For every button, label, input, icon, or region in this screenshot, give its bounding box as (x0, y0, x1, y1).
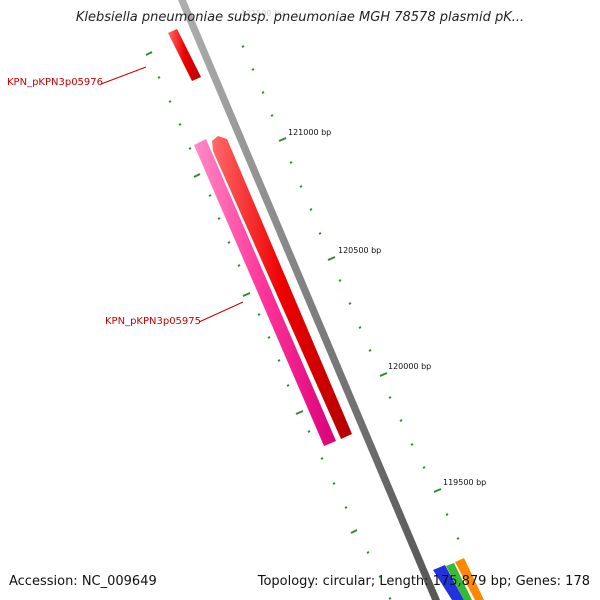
inner-tick-ring (145, 51, 392, 600)
gene-feature-orange[interactable] (455, 558, 484, 600)
scale-tick-label: 121000 bp (288, 128, 332, 137)
scale-tick-label: 119500 bp (443, 478, 487, 487)
outer-tick-ring (241, 45, 460, 540)
gene-label-kpn-pkpn3p05976[interactable]: KPN_pKPN3p05976 (7, 77, 104, 88)
gene-label-kpn-pkpn3p05975[interactable]: KPN_pKPN3p05975 (105, 316, 202, 327)
map-title: Klebsiella pneumoniae subsp. pneumoniae … (75, 10, 525, 25)
plasmid-backbone (178, 0, 440, 600)
gene-feature-pink[interactable] (194, 139, 336, 446)
scale-tick-label: 120500 bp (338, 246, 382, 255)
scale-tick-label: 120000 bp (388, 362, 432, 371)
gene-feature-kpn-pkpn3p05976[interactable] (168, 29, 201, 81)
label-leader-kpn-pkpn3p05975 (198, 301, 244, 323)
accession-label: Accession: NC_009649 (9, 574, 157, 589)
label-leader-kpn-pkpn3p05976 (100, 66, 147, 85)
gene-feature-green[interactable] (446, 563, 472, 600)
genome-summary-label: Topology: circular; Length: 175,879 bp; … (257, 574, 590, 589)
gene-feature-blue[interactable] (433, 565, 464, 600)
clipped-tick-label: 121500 bp (241, 9, 284, 18)
gene-feature-kpn-pkpn3p05975[interactable] (212, 136, 352, 439)
